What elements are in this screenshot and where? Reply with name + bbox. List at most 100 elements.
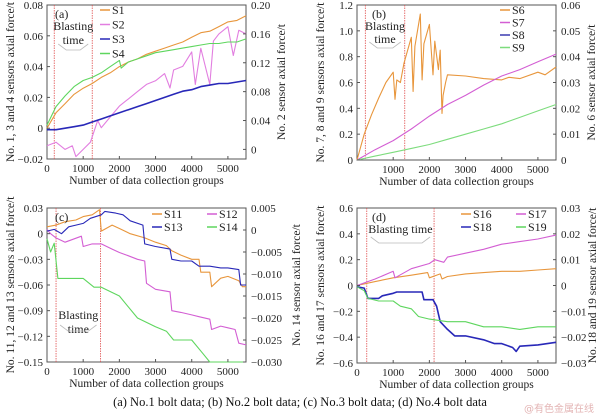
series-line-S7 (356, 53, 557, 161)
blasting-time-label: time (374, 32, 395, 46)
x-tick-label: 4000 (181, 163, 204, 175)
series-line-S16 (356, 268, 557, 287)
y-tick-label-right: 0.04 (251, 116, 271, 128)
blasting-time-label: Blasting time (368, 222, 432, 236)
series-line-S18 (356, 286, 557, 353)
legend-label-S13: S13 (164, 220, 183, 234)
y-tick-label-left: −0.2 (333, 306, 353, 318)
y-axis-title-right: No. 6 sensor axial force/t (586, 24, 598, 141)
x-tick-label: 5000 (527, 164, 550, 176)
legend: S16 S17 S18 S19 (461, 207, 547, 234)
legend-label-S19: S19 (528, 220, 547, 234)
y-tick-label-left: −0.09 (18, 306, 44, 318)
x-tick-label: 2000 (108, 366, 131, 378)
x-tick-label: 1000 (382, 367, 405, 379)
x-axis-title: Number of data collection groups (69, 378, 224, 390)
legend-label-S17: S17 (528, 207, 547, 221)
x-tick-label: 5000 (217, 163, 240, 175)
y-axis-title-right: No. 14 sensor axial force/t (291, 223, 303, 345)
legend-label-S2: S2 (112, 18, 125, 32)
y-tick-label-left: 0.8 (339, 52, 353, 64)
y-tick-label-right: 0.06 (561, 0, 581, 12)
y-tick-label-right: −0.025 (251, 335, 282, 347)
y-axis-title-right: No. 18 and 19 sensor axial force/t (587, 207, 599, 363)
y-tick-label-right: 0.16 (251, 29, 271, 41)
legend-label-S7: S7 (512, 16, 525, 30)
series-line-S17 (356, 234, 557, 287)
series-line-S9 (356, 103, 557, 161)
y-tick-label-right: 0.01 (561, 129, 580, 141)
legend-label-S16: S16 (473, 207, 492, 221)
y-axis-title-left: No. 7, 8 and 9 sensors axial force/t (315, 2, 327, 163)
x-tick-label: 0 (44, 366, 50, 378)
panel-label: (a) (55, 7, 68, 21)
legend-label-S14: S14 (219, 220, 238, 234)
y-tick-label-right: 0.12 (251, 58, 270, 70)
series-line-S3 (47, 79, 247, 131)
y-tick-label-right: −0.005 (251, 247, 282, 259)
y-tick-label-left: −0.02 (18, 154, 43, 166)
blasting-time-label: time (68, 322, 89, 336)
y-tick-label-right: −0.030 (251, 357, 282, 369)
legend-label-S6: S6 (512, 3, 525, 17)
series-line-S11 (46, 209, 246, 288)
blasting-time-label: Blasting (58, 308, 98, 322)
legend-label-S11: S11 (164, 207, 182, 221)
y-tick-label-right: 0.03 (561, 78, 581, 90)
series-line-S4 (46, 38, 247, 126)
blasting-bracket (369, 41, 401, 49)
legend-label-S4: S4 (112, 47, 125, 61)
plot-frame (46, 207, 247, 363)
figure-caption: (a) No.1 bolt data; (b) No.2 bolt data; … (113, 395, 487, 409)
y-tick-label-right: −0.010 (251, 269, 282, 281)
y-tick-label-left: 0 (348, 281, 354, 293)
x-tick-label: 4000 (181, 366, 204, 378)
y-axis-title-left: No. 16 and 17 sensors axial force/t (315, 205, 327, 366)
legend-label-S8: S8 (512, 28, 525, 42)
x-tick-label: 3000 (145, 366, 168, 378)
series-line-S13 (46, 210, 246, 286)
x-tick-label: 5000 (527, 367, 550, 379)
y-tick-label-right: 0.20 (251, 0, 271, 12)
y-tick-label-right: 0 (561, 281, 567, 293)
x-tick-label: 2000 (418, 164, 441, 176)
watermark: @有色金属在线 (524, 404, 594, 415)
x-tick-label: 2000 (418, 367, 441, 379)
legend: S11 S12 S13 S14 (152, 207, 238, 234)
blasting-time-label: time (63, 33, 84, 47)
y-tick-label-left: −0.6 (333, 358, 353, 370)
x-tick-label: 0 (354, 367, 360, 379)
y-tick-label-left: 0.4 (339, 229, 353, 241)
x-tick-label: 4000 (491, 367, 514, 379)
x-tick-label: 2000 (108, 163, 131, 175)
x-tick-label: 1000 (382, 164, 405, 176)
y-tick-label-left: −0.4 (333, 332, 353, 344)
y-tick-label-left: 0.4 (339, 103, 353, 115)
y-tick-label-left: −0.03 (18, 254, 44, 266)
blasting-bracket (57, 43, 89, 51)
panel-label: (b) (372, 7, 386, 21)
series-line-S14 (46, 238, 246, 363)
y-tick-label-left: 0.2 (339, 129, 353, 141)
y-axis-title-right: No. 2 sensor axial force/t (276, 23, 288, 140)
chart-panel-d: Blasting time 0 1000 2000 3000 4000 5000 −0.6 −0… (315, 203, 599, 391)
x-tick-label: 3000 (455, 367, 478, 379)
legend-label-S3: S3 (112, 32, 125, 46)
y-tick-label-right: −0.02 (561, 332, 586, 344)
y-tick-label-left: −0.12 (18, 331, 43, 343)
y-tick-label-right: 0.03 (561, 203, 581, 215)
y-axis-title-left: No. 11, 12 and 13 sensors axial force/t (5, 196, 17, 374)
y-tick-label-right: −0.03 (561, 358, 587, 370)
y-tick-label-right: −0.01 (561, 306, 586, 318)
y-tick-label-right: −0.020 (251, 313, 282, 325)
y-tick-label-left: 0.03 (24, 203, 44, 215)
y-tick-label-left: 0.2 (339, 255, 353, 267)
blasting-bracket (59, 324, 97, 332)
x-tick-label: 4000 (491, 164, 514, 176)
y-tick-label-right: 0.08 (251, 87, 271, 99)
legend-label-S1: S1 (112, 3, 125, 17)
x-tick-label: 3000 (455, 164, 478, 176)
